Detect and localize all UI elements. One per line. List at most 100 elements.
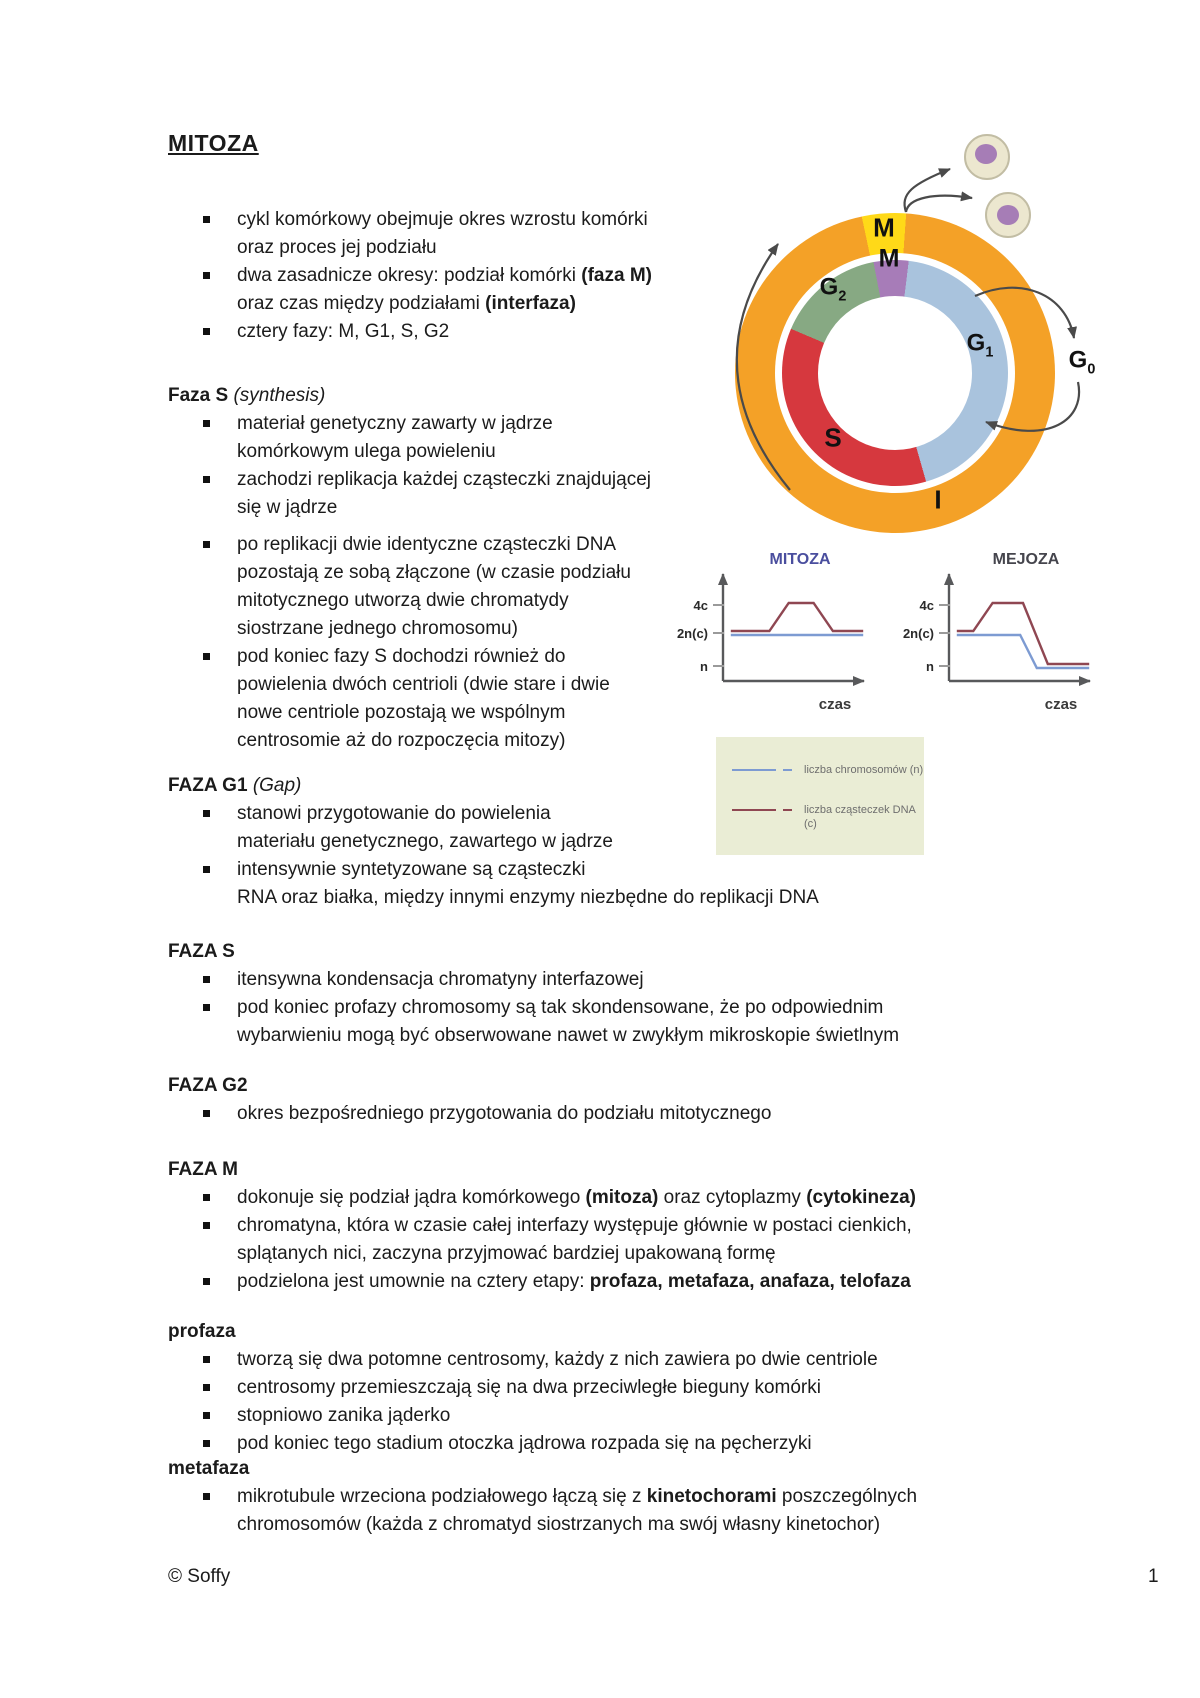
- square-bullet-icon: [203, 1412, 210, 1419]
- x-axis-label: czas: [819, 696, 852, 713]
- bullet-text: dwa zasadnicze okresy: podział komórki (…: [237, 265, 652, 314]
- mejoza-dna-chart: MEJOZA 4c 2n(c) n czas: [903, 551, 1091, 713]
- bullet-item: po replikacji dwie identyczne cząsteczki…: [168, 531, 668, 643]
- red-line-swatch-icon: [732, 809, 776, 811]
- bullet-item: okres bezpośredniego przygotowania do po…: [168, 1100, 1128, 1128]
- phase-label-m-outer: M: [873, 212, 895, 243]
- legend-item: liczba chromosomów (n): [732, 763, 923, 777]
- bullet-list: stanowi przygotowanie do powielenia mate…: [168, 800, 928, 912]
- square-bullet-icon: [203, 1004, 210, 1011]
- bullet-item: tworzą się dwa potomne centrosomy, każdy…: [168, 1346, 1128, 1374]
- bullet-item: materiał genetyczny zawarty w jądrze kom…: [168, 410, 668, 466]
- section-heading: FAZA G1 (Gap): [168, 775, 302, 796]
- mitoza-dna-chart: MITOZA 4c 2n(c) n czas: [677, 551, 865, 713]
- square-bullet-icon: [203, 476, 210, 483]
- series-line: [956, 633, 1090, 670]
- section-faza-g1: FAZA G1 (Gap) stanowi przygotowanie do p…: [168, 772, 928, 912]
- legend-label: liczba cząsteczek DNA (c): [804, 804, 916, 830]
- square-bullet-icon: [203, 1222, 210, 1229]
- square-bullet-icon: [203, 1194, 210, 1201]
- bullet-text: zachodzi replikacja każdej cząsteczki zn…: [237, 469, 651, 518]
- red-dash-icon: [783, 809, 792, 811]
- bullet-item: podzielona jest umownie na cztery etapy:…: [168, 1268, 1128, 1296]
- bullet-text: pod koniec fazy S dochodzi również do po…: [237, 646, 610, 751]
- daughter-cell-icon: [985, 192, 1031, 238]
- phase-label-g2: G2: [819, 273, 847, 305]
- y-tick-label: n: [926, 659, 934, 674]
- square-bullet-icon: [203, 1384, 210, 1391]
- bullet-item: pod koniec tego stadium otoczka jądrowa …: [168, 1430, 1128, 1458]
- bullet-text: po replikacji dwie identyczne cząsteczki…: [237, 534, 631, 639]
- square-bullet-icon: [203, 1356, 210, 1363]
- section-heading: metafaza: [168, 1458, 250, 1479]
- chart-series: [956, 601, 1090, 670]
- bullet-text: mikrotubule wrzeciona podziałowego łączą…: [237, 1486, 918, 1535]
- square-bullet-icon: [203, 541, 210, 548]
- bullet-text: podzielona jest umownie na cztery etapy:…: [237, 1271, 911, 1292]
- series-line: [730, 601, 864, 633]
- bullet-item: itensywna kondensacja chromatyny interfa…: [168, 966, 1128, 994]
- bullet-list: dokonuje się podział jądra komórkowego (…: [168, 1184, 1128, 1296]
- bullet-item: cykl komórkowy obejmuje okres wzrostu ko…: [168, 206, 688, 262]
- bullet-text: okres bezpośredniego przygotowania do po…: [237, 1103, 772, 1124]
- blue-line-swatch-icon: [732, 769, 776, 771]
- section-profaza: profaza tworzą się dwa potomne centrosom…: [168, 1318, 1128, 1458]
- bullet-item: chromatyna, która w czasie całej interfa…: [168, 1212, 1128, 1268]
- series-line: [956, 601, 1090, 666]
- page-number: 1: [1148, 1566, 1159, 1587]
- section-metafaza: metafaza mikrotubule wrzeciona podziałow…: [168, 1455, 1128, 1539]
- daughter-cell-icon: [964, 134, 1010, 180]
- square-bullet-icon: [203, 1440, 210, 1447]
- y-tick-label: 4c: [920, 598, 934, 613]
- section-faza-s-synthesis: Faza S (synthesis) materiał genetyczny z…: [168, 382, 668, 755]
- bullet-list: okres bezpośredniego przygotowania do po…: [168, 1100, 1128, 1128]
- bullet-text: cztery fazy: M, G1, S, G2: [237, 321, 450, 342]
- bullet-item: stopniowo zanika jąderko: [168, 1402, 1128, 1430]
- section-heading: FAZA M: [168, 1159, 239, 1180]
- bullet-text: dokonuje się podział jądra komórkowego (…: [237, 1187, 917, 1208]
- bullet-item: dokonuje się podział jądra komórkowego (…: [168, 1184, 1128, 1212]
- bullet-text: pod koniec profazy chromosomy są tak sko…: [237, 997, 900, 1046]
- square-bullet-icon: [203, 866, 210, 873]
- bullet-text: materiał genetyczny zawarty w jądrze kom…: [237, 413, 553, 462]
- cell-nucleus-icon: [997, 205, 1019, 225]
- g0-exit-arrow: [974, 286, 1077, 339]
- square-bullet-icon: [203, 216, 210, 223]
- ring-hole: [818, 296, 972, 450]
- phase-label-g1: G1: [966, 329, 994, 361]
- bullet-item: pod koniec fazy S dochodzi również do po…: [168, 643, 668, 755]
- section-heading: FAZA S: [168, 941, 235, 962]
- blue-dash-icon: [783, 769, 792, 771]
- bullet-text: itensywna kondensacja chromatyny interfa…: [237, 969, 644, 990]
- square-bullet-icon: [203, 420, 210, 427]
- bullet-text: intensywnie syntetyzowane są cząsteczki …: [237, 859, 819, 908]
- square-bullet-icon: [203, 810, 210, 817]
- section-faza-s: FAZA S itensywna kondensacja chromatyny …: [168, 938, 1128, 1050]
- square-bullet-icon: [203, 976, 210, 983]
- bullet-item: stanowi przygotowanie do powielenia mate…: [168, 800, 928, 856]
- y-tick-label: 4c: [694, 598, 708, 613]
- cell-nucleus-icon: [975, 144, 997, 164]
- section-heading: FAZA G2: [168, 1075, 248, 1096]
- square-bullet-icon: [203, 328, 210, 335]
- division-arrow: [904, 191, 973, 213]
- g0-return-arrow: [985, 381, 1081, 432]
- cell-cycle-diagram: M M G2 G1 G0 S I: [650, 100, 1200, 570]
- bullet-text: stanowi przygotowanie do powielenia mate…: [237, 803, 613, 852]
- bullet-list: mikrotubule wrzeciona podziałowego łączą…: [168, 1483, 1128, 1539]
- bullet-list: materiał genetyczny zawarty w jądrze kom…: [168, 410, 668, 755]
- y-tick-label: 2n(c): [677, 626, 708, 641]
- bullet-text: stopniowo zanika jąderko: [237, 1405, 451, 1426]
- diagram-arrows: [735, 167, 1081, 491]
- bullet-item: centrosomy przemieszczają się na dwa prz…: [168, 1374, 1128, 1402]
- section-faza-m: FAZA M dokonuje się podział jądra komórk…: [168, 1156, 1128, 1296]
- phase-label-m-inner: M: [878, 244, 900, 273]
- bullet-text: chromatyna, która w czasie całej interfa…: [237, 1215, 912, 1264]
- bullet-item: cztery fazy: M, G1, S, G2: [168, 318, 688, 346]
- section-heading: profaza: [168, 1321, 236, 1342]
- phase-label-g0: G0: [1068, 346, 1096, 378]
- section-faza-g2: FAZA G2 okres bezpośredniego przygotowan…: [168, 1072, 1128, 1128]
- section-heading: Faza S (synthesis): [168, 385, 326, 406]
- square-bullet-icon: [203, 272, 210, 279]
